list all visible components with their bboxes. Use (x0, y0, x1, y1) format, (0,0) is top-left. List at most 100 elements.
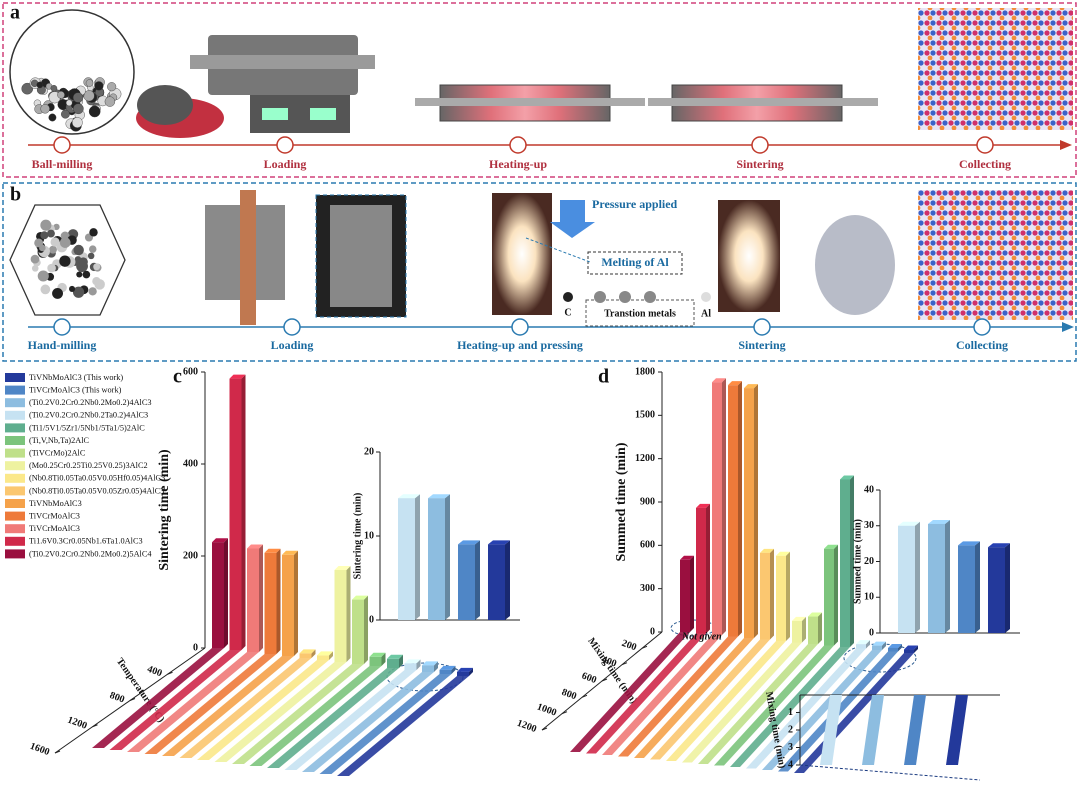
bar-side (914, 645, 918, 653)
bar-side (882, 641, 886, 650)
ball (71, 117, 83, 128)
ball (40, 284, 51, 295)
legend-label: (Ti1/5V1/5Zr1/5Nb1/5Ta1/5)2AlC (29, 423, 145, 432)
floor-strip (746, 648, 866, 769)
y-tick-label: 400 (183, 458, 198, 469)
bar (398, 498, 415, 620)
legend-label: (Ti0.2V0.2Cr0.2Nb0.2Mo0.2)5AlC4 (29, 549, 152, 558)
legend-swatch (5, 473, 25, 483)
bar (760, 552, 770, 640)
floor-strip (698, 644, 818, 764)
ball (69, 285, 76, 293)
bar (776, 555, 786, 641)
bar-top (422, 661, 438, 666)
ball (37, 270, 49, 282)
ball (72, 286, 85, 298)
bar-side (381, 652, 386, 666)
y-tick-label: 300 (640, 583, 655, 594)
ball (46, 229, 55, 238)
ball-mill-jar (9, 9, 135, 135)
bar-top (247, 544, 263, 549)
panel-label: b (10, 184, 21, 206)
bar-side (276, 548, 281, 654)
floor-strip (144, 654, 277, 754)
bar-side (294, 550, 298, 656)
bar-top (792, 616, 806, 621)
legend-swatch (5, 499, 25, 508)
bar-side (690, 555, 694, 632)
bar-side (399, 654, 403, 668)
depth-tick-label: 800 (108, 690, 126, 705)
legend-label: (Nb0.8Ti0.05Ta0.05V0.05Hf0.05)4AlC3 (29, 474, 165, 483)
powder-image (330, 205, 392, 307)
turtle-shell (137, 85, 193, 125)
ball (48, 113, 57, 122)
furnace-tube (190, 55, 375, 69)
legend-label: TiVCrMoAlC3 (29, 524, 80, 533)
floor-strip (127, 652, 259, 752)
inset-tick-label: 40 (864, 484, 874, 495)
tube-rod (648, 98, 878, 106)
panel-a-border (2, 2, 1077, 178)
step-label: Sintering (736, 157, 783, 171)
bar-side (445, 494, 450, 620)
floor-strip (570, 632, 690, 752)
legend-label: TiVNbMoAlC3 (29, 499, 82, 508)
bar-top (840, 475, 854, 480)
ball (31, 265, 39, 272)
legend-label: TiVCrMoAlC3 (29, 512, 80, 521)
ball (48, 245, 57, 254)
step-marker (509, 136, 527, 154)
floor-strip (337, 676, 469, 776)
bar-side (706, 503, 710, 634)
floor-strip (586, 633, 706, 754)
step-marker (53, 136, 71, 154)
legend-label: (Ti,V,Nb,Ta)2AlC (29, 436, 90, 445)
bar (898, 525, 915, 633)
bar-top (808, 612, 822, 617)
floor-strip (682, 642, 802, 763)
bar-side (224, 538, 228, 648)
legend-swatch (5, 410, 25, 420)
element-label: Transtion metals (604, 308, 676, 319)
bar-side (505, 540, 510, 620)
bar (428, 498, 445, 620)
carbon-atom (563, 292, 573, 302)
panel-label: c (173, 366, 182, 388)
y-tick-label: 900 (640, 496, 655, 507)
ball (88, 105, 101, 118)
furnace-display (310, 108, 336, 120)
bar (317, 655, 329, 660)
bar-side (834, 544, 838, 646)
bar-top (334, 566, 351, 570)
step-label: Loading (264, 157, 307, 171)
ball (50, 85, 58, 92)
bar-side (898, 643, 902, 652)
floor-strip (666, 641, 786, 761)
ball (72, 92, 84, 103)
inset-tick-label: 20 (364, 446, 374, 457)
bar (422, 665, 434, 672)
legend-label: TiVNbMoAlC3 (This work) (29, 373, 123, 382)
inset-tick-label: 0 (369, 614, 374, 625)
bar-side (311, 649, 316, 658)
legend-swatch (5, 436, 25, 445)
bar-side (416, 659, 421, 670)
pressure-arrow (550, 200, 595, 238)
ball (39, 244, 46, 252)
ball (82, 270, 91, 279)
element-label: Al (701, 308, 711, 319)
mixing-bottom (799, 764, 981, 781)
ball (59, 237, 71, 248)
ball (74, 256, 82, 263)
ball (88, 287, 97, 296)
ball (30, 254, 40, 264)
depth-tick-label: 400 (146, 664, 164, 679)
bar-top (760, 548, 774, 553)
bar (728, 385, 738, 637)
bar-top (680, 555, 694, 560)
y-axis-title: Summed time (min) (614, 442, 629, 561)
bar-top (856, 640, 870, 645)
bar (888, 647, 898, 652)
mixing-tick-label: 2 (788, 724, 793, 735)
